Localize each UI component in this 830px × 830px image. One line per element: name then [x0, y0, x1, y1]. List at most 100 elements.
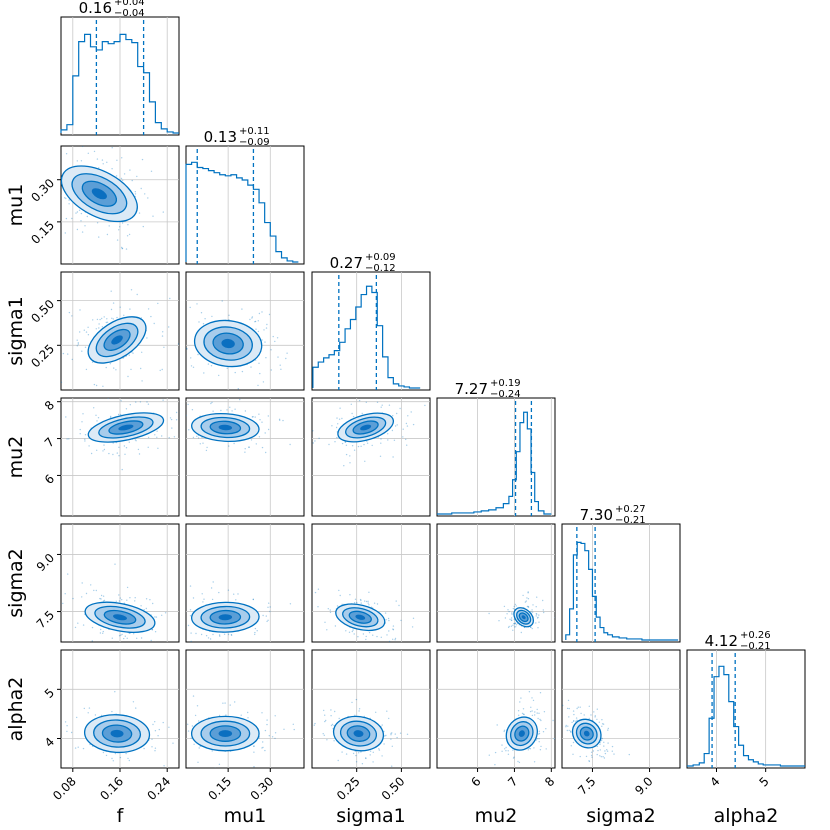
sample-point	[371, 444, 373, 447]
sample-point	[537, 717, 539, 720]
sample-point	[527, 605, 530, 608]
panel-grid	[356, 272, 402, 390]
sample-point	[274, 737, 276, 740]
sample-point	[394, 639, 396, 641]
sample-point	[168, 437, 170, 439]
sample-point	[119, 597, 122, 599]
sample-point	[364, 460, 366, 462]
sample-point	[143, 609, 145, 611]
x-axis-label-mu1: mu1	[224, 805, 267, 827]
sample-point	[101, 317, 103, 320]
summary-plus: +0.11	[239, 126, 270, 137]
sample-point	[599, 743, 601, 745]
summary-minus: −0.24	[490, 389, 521, 400]
sample-point	[81, 231, 84, 233]
sample-point	[205, 449, 208, 452]
sample-point	[314, 722, 316, 725]
sample-point	[261, 311, 263, 313]
sample-point	[392, 625, 395, 627]
sample-point	[274, 340, 276, 343]
sample-point	[398, 604, 400, 607]
sample-point	[251, 316, 254, 318]
sample-point	[352, 752, 355, 755]
sample-point	[567, 699, 570, 702]
sample-point	[501, 744, 503, 746]
sample-point	[189, 585, 192, 587]
sample-point	[182, 617, 183, 618]
sample-point	[336, 436, 338, 439]
sample-point	[257, 330, 260, 333]
sample-point	[264, 729, 267, 732]
sample-point	[118, 446, 120, 448]
joint-density	[488, 591, 555, 634]
sample-point	[588, 717, 590, 720]
sample-point	[65, 217, 68, 220]
sample-point	[130, 368, 132, 371]
sample-point	[125, 408, 128, 410]
sample-point	[267, 619, 269, 621]
panel-mu1-sigma1	[185, 271, 305, 391]
sample-point	[566, 729, 568, 732]
sample-point	[363, 443, 365, 446]
sample-point	[186, 348, 188, 350]
sample-point	[575, 717, 578, 719]
sample-point	[527, 598, 530, 600]
sample-point	[96, 449, 98, 451]
sample-point	[360, 751, 362, 753]
sample-point	[162, 331, 164, 333]
sample-point	[154, 721, 156, 723]
sample-point	[522, 708, 525, 710]
sample-point	[381, 724, 383, 726]
sample-point	[132, 701, 135, 703]
sample-point	[223, 633, 226, 635]
sample-point	[65, 416, 67, 418]
sample-point	[325, 719, 327, 722]
sample-point	[358, 708, 361, 710]
sample-point	[197, 353, 199, 356]
sample-point	[527, 591, 529, 593]
sample-point	[102, 600, 105, 602]
sample-point	[526, 597, 528, 599]
sample-point	[394, 637, 397, 640]
joint-density	[62, 563, 167, 642]
sample-point	[527, 592, 529, 594]
sample-point	[105, 366, 107, 369]
summary-plus: +0.26	[740, 630, 771, 641]
sample-point	[198, 720, 200, 722]
sample-point	[132, 352, 134, 354]
sample-point	[231, 410, 233, 412]
sample-point	[65, 153, 68, 155]
sample-point	[272, 335, 274, 338]
sample-point	[108, 452, 110, 455]
sample-point	[538, 712, 540, 714]
summary-median: 0.13	[204, 128, 237, 146]
sample-point	[536, 708, 538, 711]
sample-point	[424, 404, 426, 407]
sample-point	[572, 741, 575, 744]
sample-point	[580, 712, 582, 715]
sample-point	[566, 707, 569, 710]
panel-mu1-sigma2	[182, 523, 305, 643]
summary-median: 0.27	[330, 254, 363, 272]
sample-point	[381, 755, 383, 757]
sample-point	[365, 757, 367, 760]
sample-point	[118, 455, 120, 457]
sample-point	[68, 438, 70, 440]
sample-point	[122, 179, 124, 181]
sample-point	[96, 318, 99, 321]
sample-point	[110, 415, 112, 418]
sample-point	[510, 619, 513, 621]
sample-point	[330, 715, 332, 717]
sample-point	[121, 157, 123, 159]
sample-point	[207, 363, 210, 365]
sample-point	[535, 613, 537, 615]
sample-point	[76, 160, 79, 162]
sample-point	[207, 637, 210, 639]
sample-point	[358, 399, 361, 402]
contour-core	[218, 424, 233, 431]
sample-point	[49, 432, 50, 433]
summary-title-alpha2: 4.12 +0.26−0.21	[705, 630, 771, 652]
joint-density	[182, 581, 292, 642]
